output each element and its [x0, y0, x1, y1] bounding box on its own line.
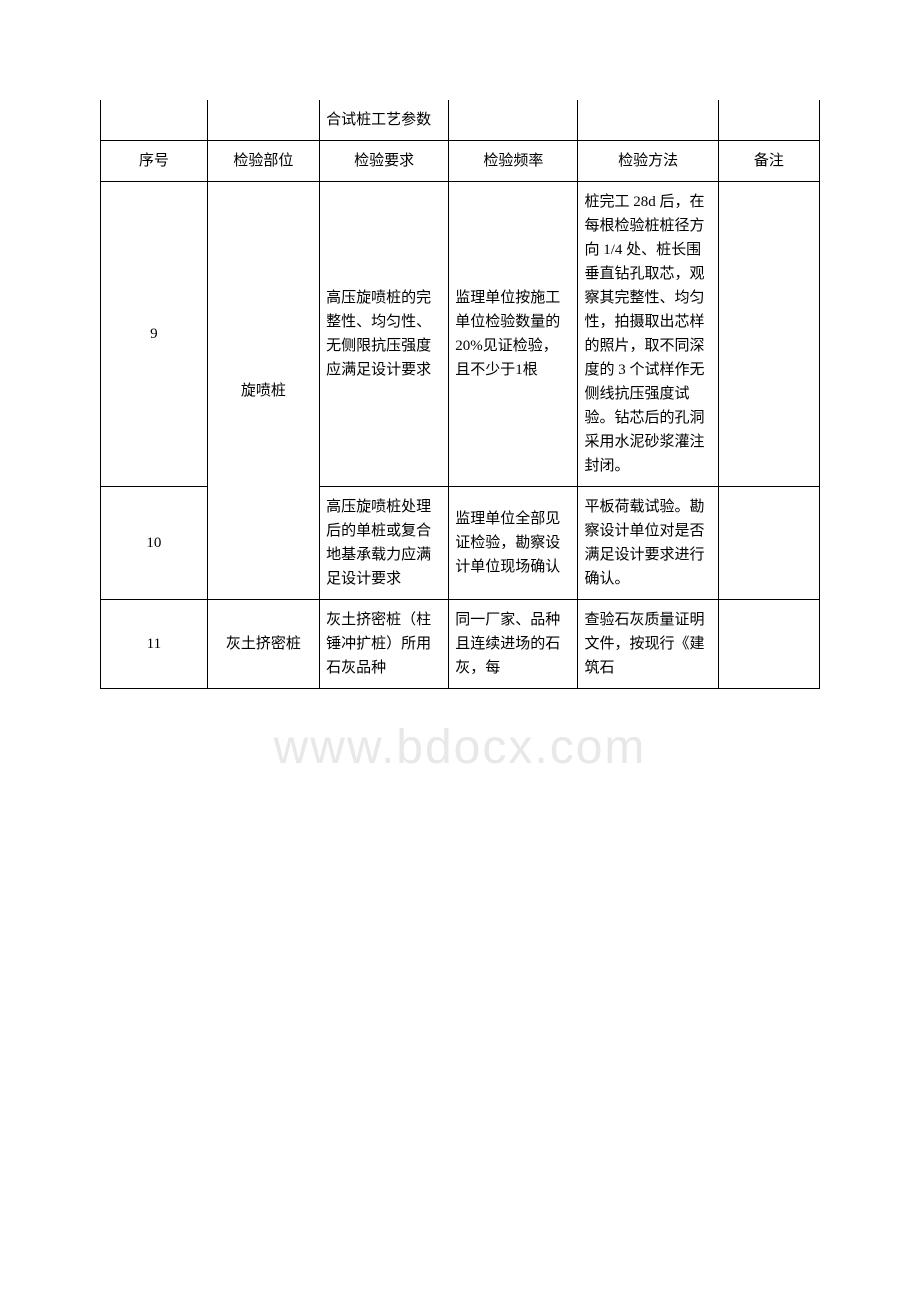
cell-req-11-text: 灰土挤密桩（柱锤冲扩桩）所用石灰品种 [326, 612, 431, 676]
header-part: 检验部位 [207, 141, 319, 182]
cell-seq-11: 11 [101, 600, 208, 689]
cell-freq-10: 监理单位全部见证检验，勘察设计单位现场确认 [449, 487, 578, 600]
cell-part-11-text: 灰土挤密桩 [226, 636, 301, 652]
header-req-text: 检验要求 [354, 153, 414, 169]
cell-freq-11: 同一厂家、品种且连续进场的石灰，每 [449, 600, 578, 689]
cell-req-continuation: 合试桩工艺参数 [320, 100, 449, 141]
cell-req-9-text: 高压旋喷桩的完整性、均匀性、无侧限抗压强度应满足设计要求 [326, 290, 431, 378]
header-freq: 检验频率 [449, 141, 578, 182]
cell-method-11: 查验石灰质量证明文件，按现行《建筑石 [578, 600, 718, 689]
table-row: 9 旋喷桩 高压旋喷桩的完整性、均匀性、无侧限抗压强度应满足设计要求 监理单位按… [101, 182, 820, 487]
cell-freq-empty [449, 100, 578, 141]
cell-req-10: 高压旋喷桩处理后的单桩或复合地基承载力应满足设计要求 [320, 487, 449, 600]
cell-seq-empty [101, 100, 208, 141]
cell-method-9: 桩完工 28d 后，在每根检验桩桩径方向 1/4 处、桩长围垂直钻孔取芯，观察其… [578, 182, 718, 487]
table-row: 11 灰土挤密桩 灰土挤密桩（柱锤冲扩桩）所用石灰品种 同一厂家、品种且连续进场… [101, 600, 820, 689]
page-content: www.bdocx.com 合试桩工艺参数 序号 检验部位 检验要求 检验频率 … [100, 100, 820, 689]
cell-method-empty [578, 100, 718, 141]
cell-freq-11-text: 同一厂家、品种且连续进场的石灰，每 [455, 612, 560, 676]
cell-note-11 [718, 600, 819, 689]
watermark-text: www.bdocx.com [274, 720, 647, 775]
cell-req-10-text: 高压旋喷桩处理后的单桩或复合地基承载力应满足设计要求 [326, 499, 431, 587]
cell-note-9 [718, 182, 819, 487]
cell-note-10 [718, 487, 819, 600]
cell-part-9-text: 旋喷桩 [241, 383, 286, 399]
header-part-text: 检验部位 [233, 153, 293, 169]
cell-part-empty [207, 100, 319, 141]
cell-req-9: 高压旋喷桩的完整性、均匀性、无侧限抗压强度应满足设计要求 [320, 182, 449, 487]
cell-seq-9: 9 [101, 182, 208, 487]
cell-part-9: 旋喷桩 [207, 182, 319, 600]
cell-part-11: 灰土挤密桩 [207, 600, 319, 689]
cell-freq-9: 监理单位按施工单位检验数量的20%见证检验，且不少于1根 [449, 182, 578, 487]
cell-req-11: 灰土挤密桩（柱锤冲扩桩）所用石灰品种 [320, 600, 449, 689]
cell-method-10-text: 平板荷载试验。勘察设计单位对是否满足设计要求进行确认。 [584, 499, 704, 587]
cell-method-10: 平板荷载试验。勘察设计单位对是否满足设计要求进行确认。 [578, 487, 718, 600]
table-row: 合试桩工艺参数 [101, 100, 820, 141]
header-req: 检验要求 [320, 141, 449, 182]
inspection-table: 合试桩工艺参数 序号 检验部位 检验要求 检验频率 检验方法 备注 9 旋喷桩 … [100, 100, 820, 689]
header-method-text: 检验方法 [618, 153, 678, 169]
cell-seq-10: 10 [101, 487, 208, 600]
cell-method-11-text: 查验石灰质量证明文件，按现行《建筑石 [584, 612, 704, 676]
header-freq-text: 检验频率 [483, 153, 543, 169]
cell-note-empty [718, 100, 819, 141]
header-note: 备注 [718, 141, 819, 182]
cell-method-9-text: 桩完工 28d 后，在每根检验桩桩径方向 1/4 处、桩长围垂直钻孔取芯，观察其… [584, 194, 704, 474]
table-header-row: 序号 检验部位 检验要求 检验频率 检验方法 备注 [101, 141, 820, 182]
cell-freq-10-text: 监理单位全部见证检验，勘察设计单位现场确认 [455, 511, 560, 575]
header-seq: 序号 [101, 141, 208, 182]
cell-freq-9-text: 监理单位按施工单位检验数量的20%见证检验，且不少于1根 [455, 290, 560, 378]
header-method: 检验方法 [578, 141, 718, 182]
